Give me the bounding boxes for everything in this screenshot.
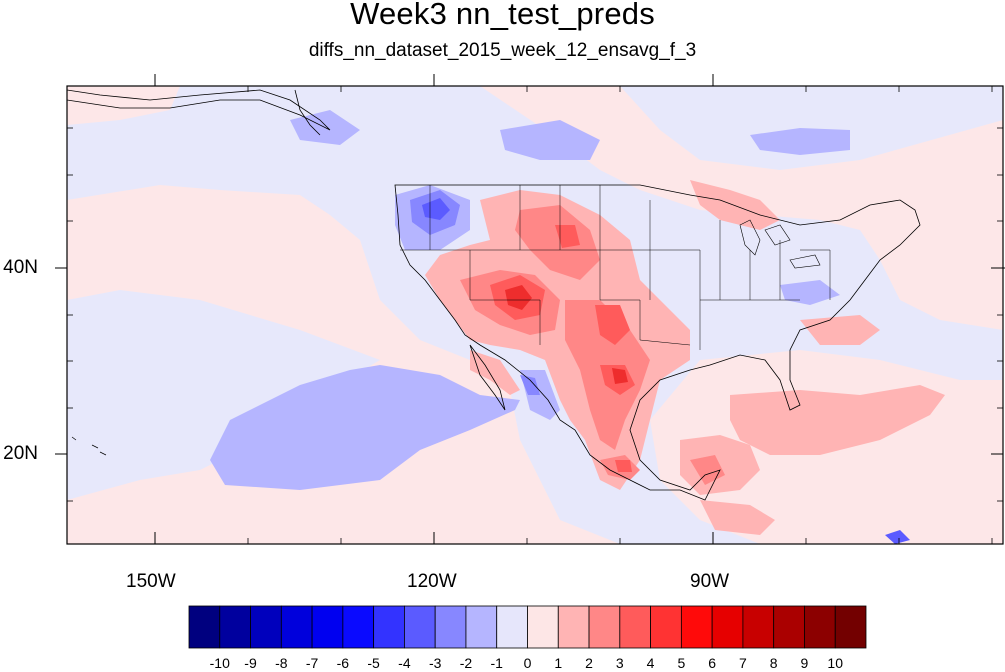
colorbar-swatch [465,605,498,649]
colorbar-swatch [311,605,344,649]
colorbar-label: -6 [336,655,350,671]
hawaii-islands [71,436,107,456]
colorbar-label: -10 [209,655,230,671]
axis-ticks [55,74,1005,544]
colorbar-label: -1 [490,655,503,671]
colorbar-label: 7 [739,655,747,671]
lon-label-120w: 120W [407,571,457,592]
colorbar-swatch [250,605,282,649]
colorbar-swatch [188,605,221,649]
positive-max-regions [505,285,628,384]
colorbar-label: 9 [800,655,809,671]
colorbar-swatch [650,605,682,649]
colorbar-label: -8 [275,655,288,671]
lat-label-20n: 20N [3,443,38,464]
colorbar-label: -2 [459,655,473,671]
colorbar-swatch [588,605,621,649]
colorbar-label: 10 [827,655,843,671]
neutral-regions [67,110,840,345]
colorbar-label: 3 [615,655,624,671]
colorbar-swatch [219,605,251,649]
colorbar-swatch [342,605,375,649]
colorbar-label: -9 [244,655,257,671]
colorbar-label: 6 [708,655,717,671]
map-field [67,86,1003,544]
great-lakes [739,219,821,269]
colorbar-swatch [496,605,528,649]
state-borders [400,185,831,350]
colorbar-swatch [404,605,436,649]
colorbar-label: 5 [677,655,686,671]
lat-label-40n: 40N [3,257,38,278]
colorbar-label: 0 [523,655,532,671]
colorbar-label: -7 [305,655,319,671]
colorbar-swatch [711,605,744,649]
colorbar-swatch [773,605,805,649]
colorbar-swatch [527,605,559,649]
colorbar-label: 4 [646,655,655,671]
colorbar-swatch [619,605,651,649]
coastlines [67,89,921,501]
negative-peak-regions [422,198,910,544]
lon-label-90w: 90W [690,571,730,592]
colorbar-label: 8 [769,655,778,671]
colorbar-label: -5 [367,655,380,671]
colorbar-label: -4 [398,655,411,671]
colorbar-label: 1 [554,655,563,671]
colorbar [188,605,867,649]
colorbar-swatch [434,605,467,649]
plot-subtitle: diffs_nn_dataset_2015_week_12_ensavg_f_3 [308,40,697,61]
colorbar-label: -3 [428,655,442,671]
lon-label-150w: 150W [126,571,176,592]
colorbar-swatch [834,605,867,649]
colorbar-swatch [804,605,836,649]
colorbar-label: 2 [585,655,593,671]
colorbar-swatch [742,605,775,649]
colorbar-swatch [373,605,405,649]
plot-title: Week3 nn_test_preds [350,0,655,31]
colorbar-swatch [280,605,313,649]
colorbar-swatch [557,605,590,649]
colorbar-swatch [680,605,713,649]
